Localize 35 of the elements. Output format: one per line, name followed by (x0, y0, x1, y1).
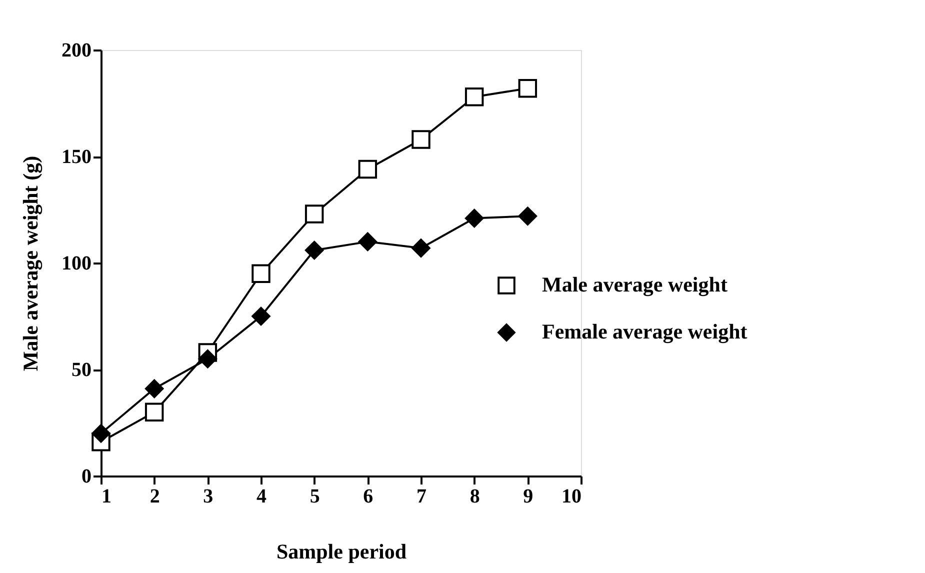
point (252, 306, 270, 326)
point (304, 240, 324, 260)
x-tick-label: 7 (416, 486, 426, 508)
x-axis-title: Sample period (276, 540, 407, 564)
x-tick-label: 9 (523, 486, 534, 508)
legend-label: Female average weight (542, 320, 748, 344)
point (144, 379, 164, 398)
point (412, 130, 430, 149)
point (92, 424, 110, 443)
y-tick-label: 150 (62, 146, 92, 168)
legend-label: Male average weight (542, 272, 728, 296)
x-tick-label: 2 (150, 486, 160, 508)
point (412, 238, 430, 258)
x-tick-label: 1 (102, 486, 112, 508)
point (358, 160, 378, 179)
point (518, 206, 538, 226)
x-tick-label: 10 (562, 486, 582, 508)
y-tick-label: 50 (72, 359, 92, 381)
point (518, 78, 538, 98)
y-axis-title: Male average weight (g) (18, 156, 42, 372)
y-tick-label: 100 (62, 252, 92, 274)
point (304, 204, 324, 224)
x-tick-label: 6 (363, 486, 374, 508)
y-tick-label: 200 (62, 40, 92, 62)
point (144, 402, 164, 422)
y-tick-label: 0 (82, 466, 92, 488)
point (358, 232, 378, 252)
point (252, 264, 270, 284)
x-tick-label: 8 (470, 486, 480, 508)
point (464, 208, 484, 228)
x-tick-label: 5 (310, 486, 320, 508)
point (464, 87, 484, 106)
x-tick-label: 4 (256, 486, 266, 508)
point (198, 349, 218, 368)
x-tick-label: 3 (203, 486, 214, 508)
